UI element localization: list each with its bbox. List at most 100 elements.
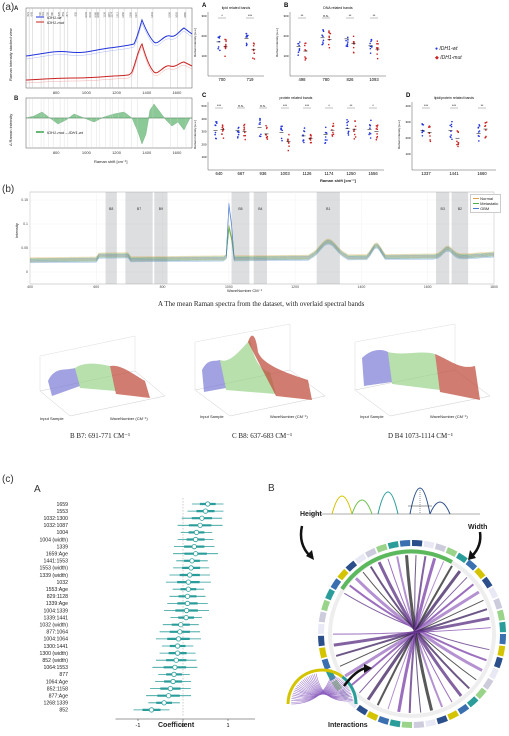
spectral-band (316, 192, 340, 284)
data-point-mut (224, 46, 227, 49)
data-point-mut (253, 58, 256, 60)
coef-point (189, 558, 195, 564)
data-point-wt (324, 136, 327, 138)
surface-svg (354, 323, 491, 417)
term-label: 1004:1339 (43, 608, 68, 614)
data-point-mut (376, 135, 379, 138)
data-point-mut (354, 136, 357, 138)
box-category-label: 667 (238, 171, 246, 176)
peak-label: 1300 (129, 11, 133, 17)
ring-segment (338, 688, 350, 701)
data-point-wt (370, 46, 373, 48)
peak-label: 1605 (175, 11, 179, 17)
data-point-wt (326, 139, 328, 141)
data-point-wt (369, 42, 371, 45)
box-y-label: Raman intensity [a.u.] (193, 120, 197, 149)
significance-label: *** (452, 104, 457, 108)
data-point-wt (369, 52, 372, 54)
significance-label: ** (373, 14, 376, 18)
y-tick-label: 0.15 (21, 198, 28, 202)
coef-point (205, 501, 211, 507)
surface-plot-b7: Input Sample WaveNumber (CM⁻¹) (30, 335, 170, 426)
data-point-mut (328, 30, 330, 32)
data-point-wt (347, 120, 350, 123)
peak-label: 643 (29, 11, 33, 16)
panel-label-c: (c) (2, 474, 14, 485)
data-point-wt (325, 131, 328, 134)
x-tick-label: -1 (136, 723, 141, 729)
x-tick-label: 1400 (142, 90, 152, 95)
data-point-wt (370, 39, 373, 41)
data-point-wt (478, 135, 480, 138)
data-point-wt (450, 134, 452, 136)
data-point-wt (346, 118, 348, 121)
data-point-wt (280, 128, 283, 131)
peak-label: 1032 (88, 11, 92, 17)
ring-segment (482, 678, 494, 690)
data-point-mut (243, 128, 246, 130)
data-point-wt (281, 139, 283, 142)
ring-segment (447, 710, 459, 721)
data-point-mut (329, 32, 332, 35)
ring-arc (340, 549, 453, 591)
data-point-wt (421, 123, 423, 125)
peak-label: 1212 (115, 11, 119, 17)
data-point-mut (376, 40, 379, 42)
data-point-mut (287, 142, 290, 144)
coef-point (193, 529, 200, 536)
coef-point (177, 629, 183, 635)
data-point-mut (354, 125, 357, 128)
spectrum-line (30, 227, 495, 261)
data-point-mut (484, 122, 487, 124)
peak-label: 1126 (102, 11, 106, 17)
ring-segment (457, 703, 470, 715)
ring-segment (346, 697, 359, 709)
data-point-mut (225, 40, 227, 43)
x-axis-label: WaveNumber CM⁻¹ (227, 288, 263, 293)
data-point-wt (245, 42, 248, 45)
data-point-wt (346, 121, 348, 124)
data-point-wt (478, 140, 480, 142)
y-tick-label: 200 (201, 142, 206, 146)
subpanel-letter: A (14, 6, 19, 12)
ring-segment (489, 667, 499, 680)
ring-segment (366, 711, 379, 721)
data-point-mut (428, 132, 430, 134)
data-point-wt (368, 133, 370, 136)
box-panel-dna: B DNA related bands Raman intensity [a.u.]… (275, 3, 386, 82)
ring-segment (325, 588, 335, 601)
data-point-mut (484, 136, 487, 139)
spectrum-line (30, 224, 495, 258)
ring-segment (493, 656, 503, 669)
x-tick-label: 1000 (82, 90, 92, 95)
subpanel-letter: C (202, 93, 207, 99)
coef-point (184, 593, 191, 599)
data-point-wt (477, 126, 480, 129)
spectrum-line (30, 202, 495, 260)
data-point-mut (309, 138, 311, 140)
spectrum-line (30, 205, 495, 262)
difference-spectrum-plot: B Δ Raman intensity 800 1000 1200 1400 1600 … (8, 96, 194, 168)
axis-label-wavenumber: WaveNumber (CM⁻¹) (270, 414, 308, 419)
box-x-axis-label: Raman shift [cm⁻¹] (320, 178, 356, 183)
coef-point (185, 579, 191, 585)
legend-wt: IDH1-wt (47, 15, 62, 20)
box-y-label: Raman intensity [a.u.] (397, 120, 401, 149)
data-point-mut (222, 125, 224, 127)
box-category-label: 1556 (368, 171, 378, 176)
mean-spectra-plot: 400 600 800 1000 1200 1400 1600 1800 0.15 0.1 0.05… (14, 188, 502, 296)
x-tick-label: 400 (27, 285, 33, 289)
data-point-mut (309, 139, 312, 141)
x-tick-label: 800 (160, 285, 166, 289)
data-point-wt (324, 139, 327, 141)
ring-segment (365, 547, 377, 558)
data-point-wt (477, 131, 480, 133)
ring-segment (399, 540, 411, 547)
peak-label: 853 (61, 11, 65, 16)
data-point-wt (346, 36, 349, 39)
data-point-mut (331, 135, 334, 137)
data-point-mut (457, 130, 459, 133)
